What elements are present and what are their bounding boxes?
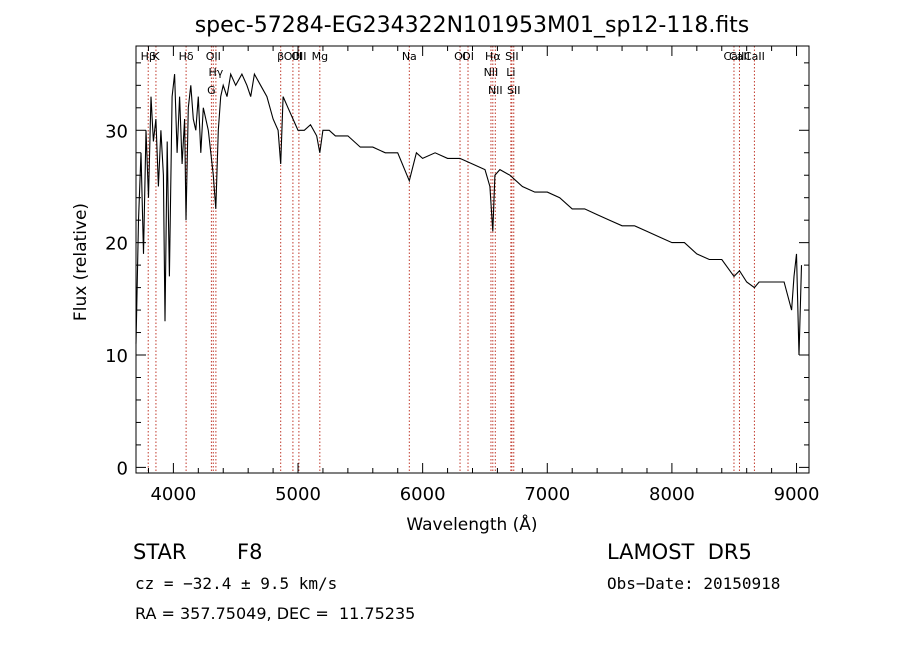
spectral-line-label: Na [402, 50, 417, 63]
object-subclass: F8 [237, 540, 263, 564]
spectrum-series-line [135, 72, 803, 356]
spectral-line-label: OII [206, 50, 221, 63]
spectral-line-label: OII [291, 50, 306, 63]
spectral-line-label: G [207, 84, 216, 97]
spectral-line-label: NII [484, 66, 499, 79]
x-tick-label: 9000 [774, 484, 820, 505]
y-tick-label: 20 [105, 234, 128, 255]
spectral-line-label: SII [505, 50, 518, 63]
chart-title: spec-57284-EG234322N101953M01_sp12-118.f… [195, 13, 750, 38]
observation-date: Obs−Date: 20150918 [607, 574, 781, 593]
x-tick-label: 5000 [275, 484, 321, 505]
spectral-line-label: Mg [312, 50, 328, 63]
x-axis-label: Wavelength (Å) [406, 513, 537, 535]
spectral-line-label: Hγ [208, 66, 223, 79]
x-tick-label: 4000 [150, 484, 196, 505]
velocity-readout: cz = −32.4 ± 9.5 km/s [135, 574, 338, 593]
y-tick-label: 30 [105, 121, 128, 142]
data-release: LAMOST DR5 [607, 540, 752, 564]
object-class: STAR [133, 540, 187, 564]
spectral-line-label: OI [454, 50, 466, 63]
spectral-line-label: OI [462, 50, 474, 63]
spectral-line-markers [147, 46, 755, 473]
spectral-line-label: OIII [284, 50, 302, 63]
y-axis-label: Flux (relative) [71, 203, 91, 321]
spectral-line-label: Li [506, 66, 515, 79]
spectral-line-label: CaII [744, 50, 765, 63]
x-tick-label: 6000 [400, 484, 446, 505]
spectral-line-label: Hβ [141, 50, 156, 63]
axis-ticks: 4000 5000 6000 7000 8000 9000 0 10 20 30 [105, 46, 819, 505]
y-tick-label: 10 [105, 346, 128, 367]
x-tick-label: 7000 [524, 484, 570, 505]
coordinates-readout: RA = 357.75049, DEC = 11.75235 [135, 604, 416, 623]
spectral-line-label: NII [488, 84, 503, 97]
x-tick-label: 8000 [649, 484, 695, 505]
spectral-line-label: Hδ [179, 50, 194, 63]
spectral-line-label: SII [507, 84, 520, 97]
spectral-line-label: CaII [729, 50, 750, 63]
spectral-line-label: K [152, 50, 160, 63]
spectral-line-label: β [277, 50, 284, 63]
y-tick-label: 0 [117, 458, 128, 479]
spectral-line-label: Hα [485, 50, 501, 63]
spectral-line-label: CaII [724, 50, 745, 63]
